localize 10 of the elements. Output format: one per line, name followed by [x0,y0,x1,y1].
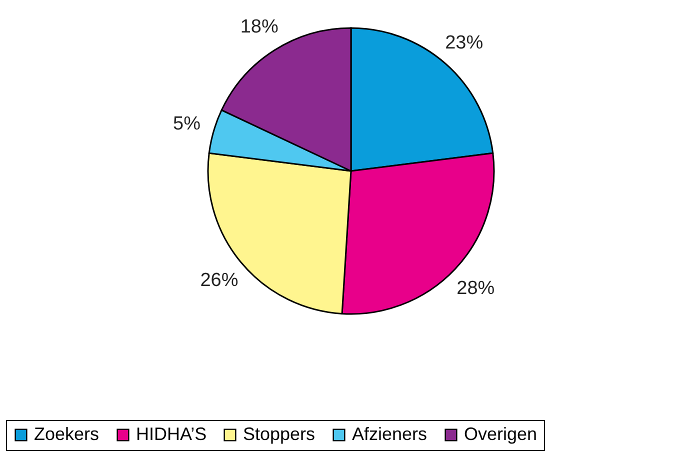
legend-label: Zoekers [34,424,100,444]
legend-label: Overigen [464,424,538,444]
legend-label: Stoppers [243,424,316,444]
data-label: 23% [445,32,484,54]
data-label: 18% [240,16,278,38]
legend-label: Afzieners [352,424,428,444]
data-label: 26% [200,270,238,291]
data-label: 28% [456,278,495,300]
legend-label: HIDHA’S [136,424,207,444]
data-label: 5% [173,113,201,134]
